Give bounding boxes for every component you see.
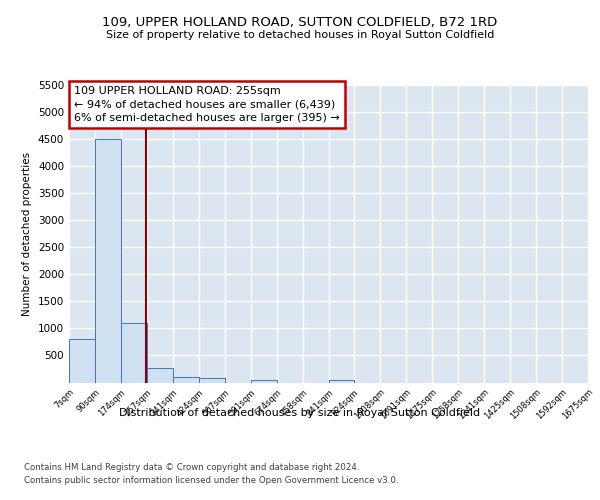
Text: 109 UPPER HOLLAND ROAD: 255sqm
← 94% of detached houses are smaller (6,439)
6% o: 109 UPPER HOLLAND ROAD: 255sqm ← 94% of …: [74, 86, 340, 123]
Bar: [329, 380, 355, 382]
Text: Size of property relative to detached houses in Royal Sutton Coldfield: Size of property relative to detached ho…: [106, 30, 494, 40]
Bar: [121, 323, 147, 382]
Bar: [69, 339, 95, 382]
Text: Distribution of detached houses by size in Royal Sutton Coldfield: Distribution of detached houses by size …: [119, 408, 481, 418]
Text: Contains HM Land Registry data © Crown copyright and database right 2024.: Contains HM Land Registry data © Crown c…: [24, 462, 359, 471]
Bar: [147, 368, 173, 382]
Y-axis label: Number of detached properties: Number of detached properties: [22, 152, 32, 316]
Bar: [199, 378, 224, 382]
Bar: [173, 377, 199, 382]
Text: 109, UPPER HOLLAND ROAD, SUTTON COLDFIELD, B72 1RD: 109, UPPER HOLLAND ROAD, SUTTON COLDFIEL…: [103, 16, 497, 29]
Text: Contains public sector information licensed under the Open Government Licence v3: Contains public sector information licen…: [24, 476, 398, 485]
Bar: [251, 380, 277, 382]
Bar: [95, 139, 121, 382]
